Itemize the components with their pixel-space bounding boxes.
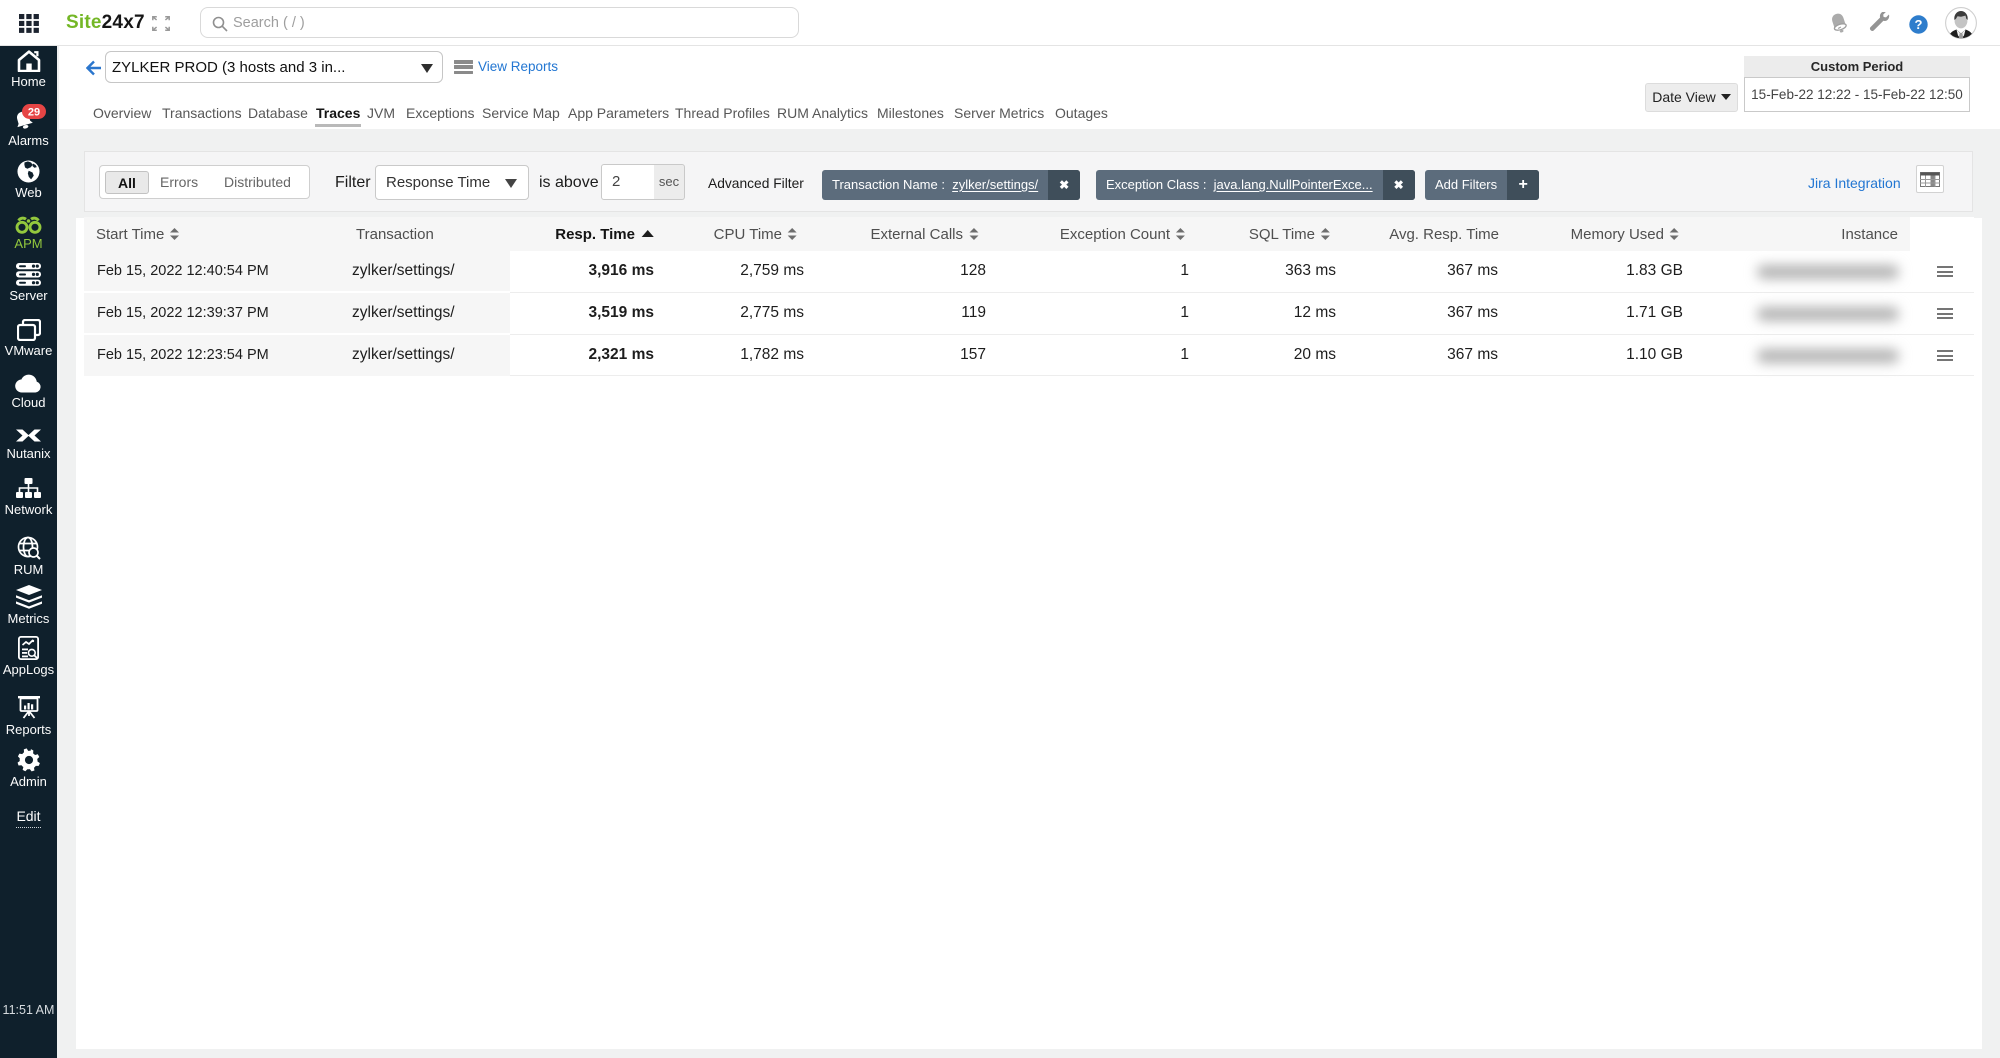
svg-text:?: ? bbox=[1915, 17, 1923, 32]
svg-text:29: 29 bbox=[27, 106, 39, 118]
